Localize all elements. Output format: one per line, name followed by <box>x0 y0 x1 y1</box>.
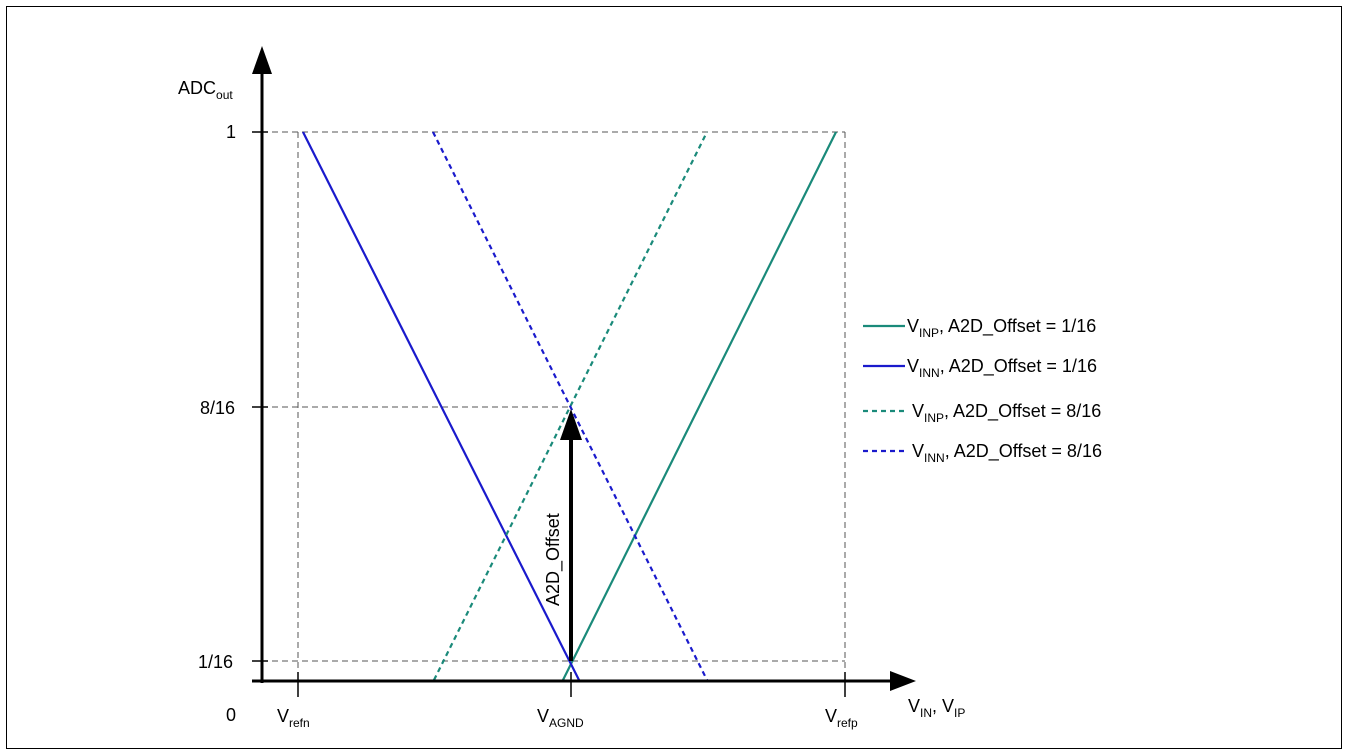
x-tick-label-vagnd: VAGND <box>537 706 584 730</box>
x-tick-label-vrefn: Vrefn <box>277 706 310 730</box>
x-ticks <box>297 672 846 697</box>
vinn-offset-1-16-line <box>302 131 580 681</box>
y-tick-label-8-16: 8/16 <box>200 398 235 418</box>
y-axis-title: ADCout <box>178 78 233 102</box>
diagram-frame <box>6 6 1342 749</box>
legend-item: VINP, A2D_Offset = 8/16 <box>863 401 1101 425</box>
vinp-offset-1-16-line <box>562 131 837 681</box>
legend-label: VINP, A2D_Offset = 1/16 <box>907 316 1096 340</box>
origin-label: 0 <box>226 705 236 725</box>
y-axis-arrow-icon <box>252 46 272 74</box>
x-tick-label-vrefp: Vrefp <box>825 706 858 730</box>
legend: VINP, A2D_Offset = 1/16 VINN, A2D_Offset… <box>863 316 1102 465</box>
x-axis-title: VIN, VIP <box>908 696 965 720</box>
guide-lines <box>262 131 846 681</box>
legend-item: VINP, A2D_Offset = 1/16 <box>863 316 1096 340</box>
vinn-offset-8-16-line <box>432 131 708 681</box>
legend-item: VINN, A2D_Offset = 1/16 <box>863 356 1097 380</box>
characteristic-lines <box>302 131 837 681</box>
offset-arrow <box>560 409 582 661</box>
x-axis-arrow-icon <box>890 671 916 691</box>
legend-label: VINN, A2D_Offset = 1/16 <box>907 356 1097 380</box>
offset-label: A2D_Offset <box>543 513 564 606</box>
legend-item: VINN, A2D_Offset = 8/16 <box>863 441 1102 465</box>
axes <box>252 46 916 691</box>
y-tick-label-1-16: 1/16 <box>198 652 233 672</box>
y-tick-label-1: 1 <box>226 122 236 142</box>
y-ticks <box>252 131 268 662</box>
legend-label: VINP, A2D_Offset = 8/16 <box>912 401 1101 425</box>
offset-arrow-head-icon <box>560 409 582 440</box>
legend-label: VINN, A2D_Offset = 8/16 <box>912 441 1102 465</box>
